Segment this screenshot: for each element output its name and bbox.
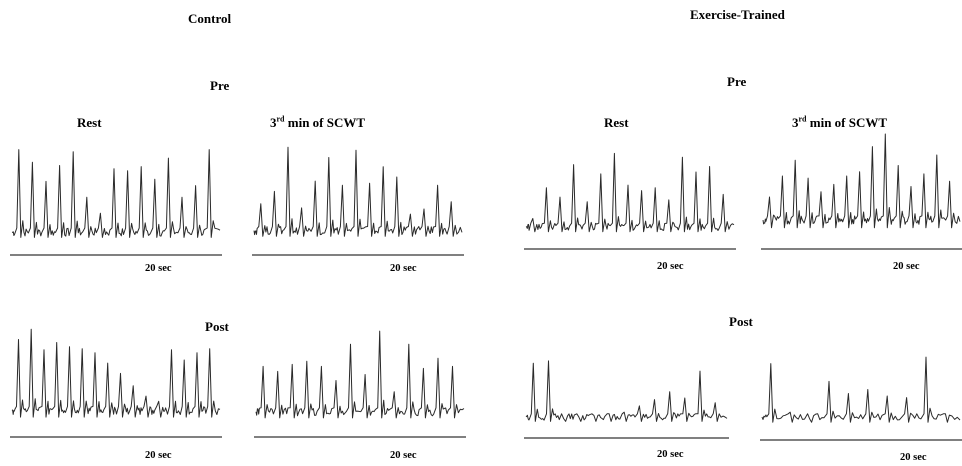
control-title: Control <box>188 11 232 26</box>
scale-label: 20 sec <box>390 450 417 461</box>
trace-trained-pre-rest <box>524 152 736 250</box>
pressure-waveform <box>525 152 735 233</box>
pressure-waveform <box>762 133 961 229</box>
trained-scwt-label-sup: rd <box>798 114 807 124</box>
pressure-waveform <box>11 328 221 418</box>
control-scwt-label-sup: rd <box>276 114 285 124</box>
trace-trained-post-rest <box>524 360 729 439</box>
trace-control-post-rest <box>10 328 222 438</box>
scale-label: 20 sec <box>657 449 684 460</box>
scale-label: 20 sec <box>390 263 417 274</box>
trained-scwt-label-prefix: 3 <box>792 115 799 130</box>
trace-control-pre-rest <box>10 149 222 256</box>
control-scwt-label-suffix: min of SCWT <box>284 115 366 130</box>
trace-trained-pre-scwt <box>761 133 962 250</box>
pressure-waveform <box>255 330 465 419</box>
trained-scwt-label-suffix: min of SCWT <box>806 115 888 130</box>
trained-pre-label: Pre <box>727 74 747 89</box>
control-scwt-label-prefix: 3 <box>270 115 277 130</box>
trained-scwt-label: 3rd min of SCWT <box>792 114 888 130</box>
trained-title: Exercise-Trained <box>690 7 785 22</box>
control-pre-label: Pre <box>210 78 230 93</box>
pressure-waveform <box>253 146 463 237</box>
scale-label: 20 sec <box>145 263 172 274</box>
control-rest-label: Rest <box>77 115 102 130</box>
trace-control-post-scwt <box>254 330 466 438</box>
trained-post-label: Post <box>729 314 753 329</box>
control-post-label: Post <box>205 319 229 334</box>
scale-label: 20 sec <box>145 450 172 461</box>
pressure-waveform <box>761 356 961 423</box>
pressure-waveform <box>525 360 728 422</box>
control-scwt-label: 3rd min of SCWT <box>270 114 366 130</box>
trained-rest-label: Rest <box>604 115 629 130</box>
pressure-waveform <box>11 149 221 238</box>
trace-trained-post-scwt <box>760 356 962 441</box>
scale-label: 20 sec <box>657 261 684 272</box>
scale-label: 20 sec <box>900 452 927 463</box>
scale-label: 20 sec <box>893 261 920 272</box>
trace-control-pre-scwt <box>252 146 464 256</box>
